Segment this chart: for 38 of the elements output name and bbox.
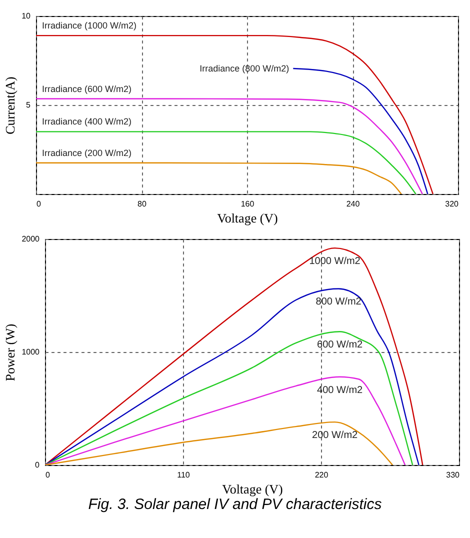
x-tick-label: 320 (445, 200, 460, 208)
y-axis-title: Power (W) (2, 324, 18, 382)
caption: Fig. 3. Solar panel IV and PV characteristics (87, 496, 383, 513)
y-tick-label: 2000 (22, 234, 40, 244)
series-label: 200 W/m2 (312, 430, 358, 442)
line-series (36, 162, 402, 194)
line-series (45, 331, 414, 465)
x-tick-label: 0 (46, 470, 50, 480)
line-series (45, 247, 424, 465)
series-label: 400 W/m2 (317, 384, 364, 396)
x-axis-title: Voltage (V) (217, 210, 278, 226)
line-series (45, 376, 406, 465)
line-series (36, 34, 434, 194)
y-tick-label: 1000 (22, 348, 40, 356)
series-label: Irradiance (200 W/m2) (42, 148, 132, 158)
line-series (36, 131, 416, 194)
line-series (45, 421, 394, 465)
line-series (36, 98, 423, 194)
series-label: 1000 W/m2 (309, 256, 361, 268)
x-tick-label: 110 (177, 470, 190, 480)
series-label: 600 W/m2 (317, 340, 364, 351)
y-axis-title: Current(A) (2, 76, 18, 134)
x-tick-label: 240 (346, 200, 360, 208)
series-label: Irradiance (1000 W/m2) (42, 20, 137, 31)
series-label: Irradiance (400 W/m2) (42, 116, 132, 127)
y-tick-label: 0 (35, 460, 40, 470)
x-tick-label: 330 (446, 470, 460, 480)
y-tick-label: 10 (22, 12, 32, 20)
series-label: Irradiance (600 W/m2) (42, 84, 132, 94)
x-axis-title: Voltage (V) (222, 482, 283, 496)
series-label: 800 W/m2 (316, 296, 362, 308)
line-series (45, 288, 420, 465)
y-tick-label: 5 (26, 100, 32, 110)
series-label: Irradiance (800 W/m2) (200, 64, 290, 74)
x-tick-label: 80 (138, 200, 147, 208)
x-tick-label: 220 (314, 470, 329, 480)
x-tick-label: 160 (240, 200, 255, 208)
line-series (292, 68, 428, 194)
